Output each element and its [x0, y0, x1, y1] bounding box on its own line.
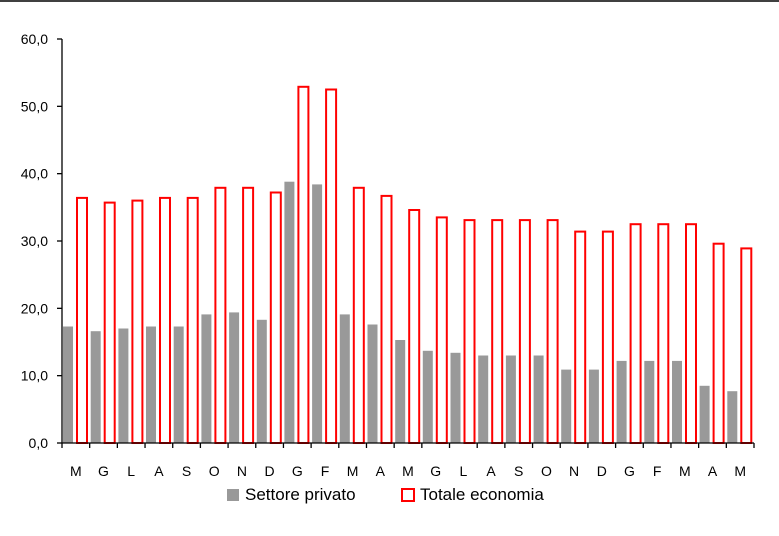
- bar-totale-economia-1: [76, 196, 88, 444]
- bar-totale-economia-24: [712, 242, 725, 444]
- legend-label-totale-economia: Totale economia: [420, 485, 544, 504]
- x-tick-label-19: N: [569, 463, 579, 479]
- bar-totale-economia-16: [491, 219, 504, 444]
- bar-settore-privato-11: [339, 314, 350, 443]
- x-tick-label-16: A: [486, 463, 496, 479]
- bar-settore-privato-17: [505, 355, 516, 443]
- legend-label-settore-privato: Settore privato: [245, 485, 356, 504]
- bar-settore-privato-12: [367, 324, 378, 443]
- bar-settore-privato-7: [229, 312, 240, 443]
- bar-settore-privato-6: [201, 314, 212, 443]
- bar-settore-privato-10: [312, 184, 323, 443]
- bar-totale-economia-8: [269, 191, 282, 444]
- legend-swatch-settore-privato: [227, 489, 239, 501]
- bar-totale-economia-4: [159, 196, 171, 444]
- bar-settore-privato-14: [422, 350, 433, 443]
- y-tick-label-5: 50,0: [21, 98, 48, 114]
- bar-settore-privato-8: [256, 319, 267, 443]
- y-tick-label-1: 10,0: [21, 368, 48, 384]
- bar-totale-economia-22: [657, 223, 670, 444]
- x-tick-label-12: A: [376, 463, 386, 479]
- x-tick-label-14: G: [430, 463, 441, 479]
- x-tick-label-15: L: [460, 463, 468, 479]
- bar-totale-economia-17: [518, 219, 531, 444]
- x-tick-label-8: D: [265, 463, 275, 479]
- bar-settore-privato-5: [173, 326, 184, 443]
- x-tick-label-17: S: [514, 463, 523, 479]
- x-tick-label-22: F: [653, 463, 662, 479]
- bar-totale-economia-14: [435, 216, 448, 444]
- bar-totale-economia-3: [131, 199, 144, 444]
- bar-totale-economia-11: [352, 186, 365, 444]
- bar-totale-economia-10: [325, 88, 338, 444]
- x-tick-label-2: G: [98, 463, 109, 479]
- bar-settore-privato-15: [450, 352, 461, 443]
- bar-settore-privato-1: [63, 326, 73, 443]
- bar-totale-economia-18: [546, 219, 559, 444]
- bar-totale-economia-12: [380, 194, 393, 444]
- x-tick-label-4: A: [154, 463, 164, 479]
- x-tick-label-18: O: [541, 463, 552, 479]
- x-tick-label-10: F: [321, 463, 330, 479]
- x-tick-label-3: L: [127, 463, 135, 479]
- bar-settore-privato-2: [90, 331, 101, 443]
- bar-totale-economia-25: [740, 247, 753, 444]
- y-tick-label-4: 40,0: [21, 166, 48, 182]
- bar-settore-privato-24: [699, 385, 710, 443]
- labels-layer: 0,010,020,030,040,050,060,0M G L A S O N D G F M A M…: [21, 31, 746, 479]
- bar-settore-privato-23: [672, 360, 682, 443]
- bar-settore-privato-13: [395, 340, 406, 443]
- bar-totale-economia-19: [574, 230, 587, 444]
- x-tick-label-7: N: [237, 463, 247, 479]
- bar-totale-economia-7: [242, 186, 255, 444]
- legend-swatch-totale-economia: [401, 488, 415, 502]
- bar-totale-economia-2: [103, 201, 116, 444]
- bar-settore-privato-18: [533, 355, 544, 443]
- x-tick-label-11: M: [347, 463, 359, 479]
- bar-totale-economia-6: [214, 186, 227, 444]
- x-tick-label-25: M: [734, 463, 746, 479]
- bar-totale-economia-15: [463, 219, 476, 444]
- x-tick-label-20: D: [597, 463, 607, 479]
- bar-settore-privato-22: [644, 360, 655, 443]
- bar-totale-economia-9: [297, 85, 310, 445]
- bar-settore-privato-16: [478, 355, 489, 443]
- x-tick-label-1: M: [70, 463, 82, 479]
- x-tick-label-6: O: [209, 463, 220, 479]
- axes-layer: [57, 38, 755, 448]
- y-tick-label-0: 0,0: [29, 435, 49, 451]
- bar-settore-privato-3: [118, 328, 129, 443]
- y-tick-label-6: 60,0: [21, 31, 48, 47]
- bar-settore-privato-4: [146, 326, 156, 443]
- legend: Settore privato Totale economia: [227, 485, 544, 504]
- x-tick-label-9: G: [292, 463, 303, 479]
- bar-settore-privato-19: [561, 369, 572, 443]
- x-tick-label-23: M: [679, 463, 691, 479]
- bar-settore-privato-9: [284, 181, 295, 443]
- y-tick-label-2: 20,0: [21, 300, 48, 316]
- x-tick-label-21: G: [624, 463, 635, 479]
- x-tick-label-13: M: [402, 463, 414, 479]
- x-tick-label-5: S: [182, 463, 191, 479]
- bar-settore-privato-21: [616, 360, 627, 443]
- bar-settore-privato-25: [727, 391, 738, 443]
- bar-settore-privato-20: [588, 369, 599, 443]
- bar-totale-economia-20: [601, 230, 614, 444]
- bar-totale-economia-13: [408, 209, 421, 444]
- bars-layer: [63, 85, 753, 445]
- bar-totale-economia-23: [685, 223, 697, 444]
- bar-totale-economia-5: [186, 196, 199, 444]
- bar-totale-economia-21: [629, 223, 642, 444]
- y-tick-label-3: 30,0: [21, 233, 48, 249]
- x-tick-label-24: A: [708, 463, 718, 479]
